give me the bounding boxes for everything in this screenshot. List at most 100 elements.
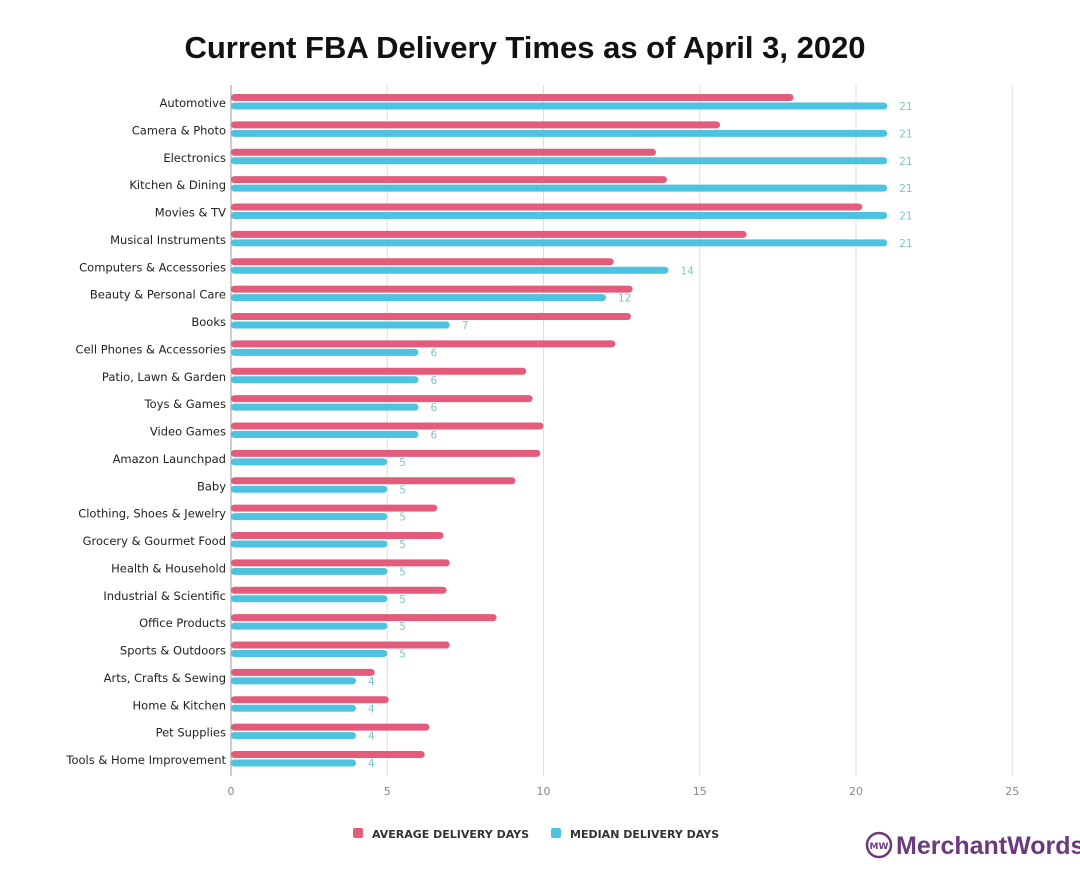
x-tick-label: 15 [693,785,707,798]
median-data-label: 6 [431,347,438,359]
median-data-label: 21 [899,238,912,250]
category-label: Grocery & Gourmet Food [83,534,226,548]
median-data-label: 4 [368,758,375,770]
category-label: Tools & Home Improvement [65,753,226,767]
bar-average [231,367,527,375]
median-data-label: 4 [368,676,375,688]
x-tick-label: 25 [1005,785,1019,798]
bar-average [231,148,656,156]
median-data-label: 21 [899,211,912,223]
bar-median [231,650,388,657]
median-data-label: 12 [618,293,631,305]
bar-median [231,622,388,630]
merchantwords-logo: MW MerchantWords [865,831,1080,860]
legend-swatch [551,828,561,838]
category-label: Home & Kitchen [133,698,226,712]
bar-average [231,532,444,539]
x-tick-label: 10 [537,785,551,798]
bar-average [231,313,631,320]
bar-median [231,266,669,274]
category-label: Patio, Lawn & Garden [102,370,226,384]
median-data-label: 21 [899,128,912,140]
logo-text: MerchantWords [896,832,1080,860]
bar-average [231,641,450,649]
bar-median [231,458,388,466]
bar-average [231,668,375,676]
bar-median [231,294,606,302]
chart-title: Current FBA Delivery Times as of April 3… [184,30,865,65]
median-data-label: 5 [399,649,406,661]
bar-average [231,258,614,266]
bar-average [231,477,516,485]
category-label: Beauty & Personal Care [90,288,226,302]
bar-average [231,586,447,594]
bar-median [231,513,388,521]
category-label: Industrial & Scientific [103,589,226,603]
category-label: Sports & Outdoors [120,644,226,658]
category-label: Kitchen & Dining [129,178,226,192]
median-data-label: 5 [399,621,406,633]
category-label: Toys & Games [144,397,226,411]
bar-median [231,157,888,165]
bar-median [231,732,356,740]
category-label: Arts, Crafts & Sewing [104,671,226,685]
bar-median [231,704,356,712]
bar-median [231,129,888,137]
logo-mark-icon [865,831,893,859]
bar-median [231,212,888,219]
median-data-label: 5 [399,566,406,578]
category-label: Clothing, Shoes & Jewelry [78,507,226,521]
median-data-label: 21 [899,183,912,195]
bar-median [231,540,388,548]
bar-median [231,759,356,767]
bar-median [231,567,388,575]
category-label: Baby [197,479,226,493]
bar-average [231,230,747,238]
bar-average [231,559,450,567]
median-data-label: 5 [399,512,406,524]
bar-average [231,751,425,758]
median-data-label: 5 [399,457,406,469]
bar-median [231,431,419,438]
bar-median [231,376,419,384]
category-label: Movies & TV [155,206,226,220]
bar-average [231,94,794,101]
median-data-label: 6 [431,402,438,414]
bar-average [231,422,544,430]
median-data-label: 5 [399,594,406,606]
bar-average [231,285,633,293]
x-tick-label: 20 [849,785,863,798]
legend-swatch [353,828,363,838]
category-label: Cell Phones & Accessories [76,342,226,356]
bar-average [231,203,863,211]
logo-mark-text: MW [870,842,889,852]
median-data-label: 5 [399,484,406,496]
legend-label: AVERAGE DELIVERY DAYS [372,828,529,841]
bar-average [231,176,667,184]
bar-median [231,239,888,247]
category-label: Camera & Photo [132,123,226,137]
bar-average [231,723,430,731]
median-data-label: 5 [399,539,406,551]
category-label: Video Games [150,425,226,439]
category-label: Electronics [163,151,226,165]
median-data-label: 6 [431,375,438,387]
bar-average [231,614,497,622]
median-data-label: 7 [462,320,469,332]
bar-average [231,449,541,457]
category-label: Office Products [139,616,226,630]
category-label: Automotive [159,96,226,110]
bar-median [231,321,450,329]
x-tick-label: 5 [384,785,391,798]
x-tick-label: 0 [228,785,235,798]
median-data-label: 4 [368,703,375,715]
bar-median [231,102,888,110]
bar-median [231,184,888,192]
legend-label: MEDIAN DELIVERY DAYS [570,828,719,841]
median-data-label: 4 [368,731,375,743]
bar-median [231,485,388,493]
bar-average [231,340,616,348]
category-label: Musical Instruments [110,233,226,247]
bar-median [231,403,419,411]
